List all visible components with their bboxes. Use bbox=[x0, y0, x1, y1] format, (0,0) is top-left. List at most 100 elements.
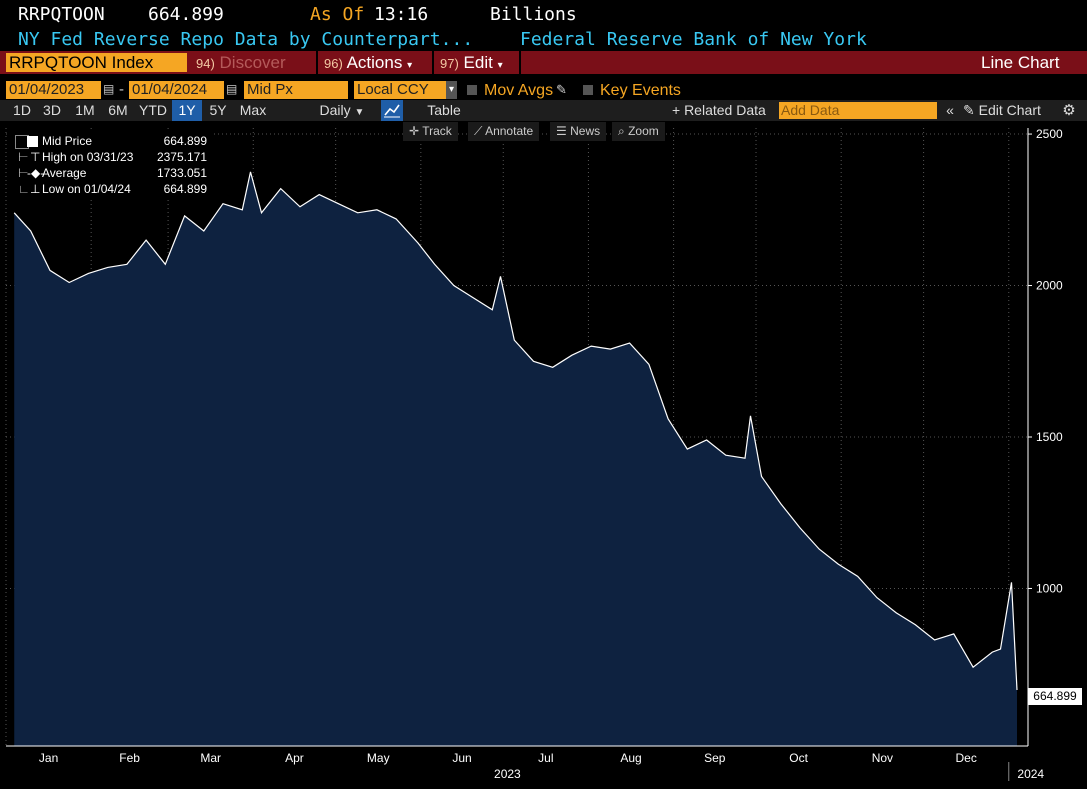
y-tick-label: 2500 bbox=[1036, 127, 1063, 141]
x-tick-label: Sep bbox=[704, 751, 726, 765]
crosshair-icon: ✛ bbox=[409, 124, 420, 138]
year-label: 2024 bbox=[1017, 767, 1044, 781]
periodicity-label: Daily bbox=[319, 102, 351, 118]
x-tick-label: Feb bbox=[119, 751, 140, 765]
range-button-max[interactable]: Max bbox=[239, 102, 267, 118]
annotate-button[interactable]: ⟋ Annotate bbox=[468, 122, 540, 141]
legend-high-row: ⊢ ⊤ High on 03/31/23 2375.171 bbox=[10, 149, 213, 165]
range-button-1d[interactable]: 1D bbox=[13, 102, 31, 118]
legend-high-label: High on 03/31/23 bbox=[42, 150, 134, 164]
field-selector[interactable]: Mid Px bbox=[244, 81, 348, 99]
x-tick-label: May bbox=[367, 751, 390, 765]
mov-avgs-label: Mov Avgs bbox=[484, 82, 554, 99]
x-tick-label: Mar bbox=[200, 751, 221, 765]
annotate-icon: ⟋ bbox=[474, 124, 483, 138]
range-button-5y[interactable]: 5Y bbox=[209, 102, 227, 118]
x-tick-label: Nov bbox=[872, 751, 893, 765]
table-button[interactable]: Table bbox=[427, 102, 461, 118]
zoom-button[interactable]: ⌕ Zoom bbox=[612, 122, 665, 141]
actions-button[interactable]: 96) Actions ▾ bbox=[324, 51, 412, 74]
periodicity-selector[interactable]: Daily ▼ bbox=[312, 100, 372, 121]
legend-avg-label: Average bbox=[42, 166, 87, 180]
x-tick-label: Dec bbox=[956, 751, 977, 765]
range-button-1m[interactable]: 1M bbox=[75, 102, 95, 118]
add-data-input[interactable]: Add Data bbox=[779, 102, 937, 119]
last-value-tag: 664.899 bbox=[1028, 688, 1082, 705]
legend-low-label: Low on 01/04/24 bbox=[42, 182, 131, 196]
currency-selector[interactable]: Local CCY bbox=[354, 81, 446, 99]
key-events-checkbox[interactable] bbox=[583, 85, 593, 95]
pencil-icon[interactable]: ✎ bbox=[556, 82, 567, 97]
legend-mid-row: Mid Price 664.899 bbox=[10, 133, 213, 149]
x-tick-label: Apr bbox=[285, 751, 304, 765]
discover-button[interactable]: 94) Discover bbox=[196, 51, 286, 74]
edit-button[interactable]: 97) Edit ▾ bbox=[440, 51, 503, 74]
edit-num: 97) bbox=[440, 56, 459, 71]
year-label: 2023 bbox=[494, 767, 521, 781]
branch-end-icon: ∟ bbox=[18, 182, 30, 196]
actions-label: Actions bbox=[346, 53, 403, 72]
discover-num: 94) bbox=[196, 56, 215, 71]
last-price: 664.899 bbox=[148, 4, 224, 25]
branch-icon: ⊢ bbox=[18, 166, 29, 180]
as-of-time: 13:16 bbox=[374, 4, 429, 25]
caret-down-icon: ▾ bbox=[497, 60, 503, 71]
branch-icon: ⊢ bbox=[18, 150, 29, 164]
chart-legend: Mid Price 664.899 ⊢ ⊤ High on 03/31/23 2… bbox=[10, 132, 213, 200]
news-button[interactable]: ☰ News bbox=[550, 122, 607, 141]
ticker-symbol: RRPQTOON bbox=[18, 4, 105, 25]
calendar-icon[interactable]: ▤ bbox=[103, 82, 115, 96]
pencil-icon: ✎ bbox=[963, 102, 975, 118]
series-line bbox=[13, 171, 1018, 691]
high-marker-icon: ⊤ bbox=[30, 150, 41, 164]
mov-avgs-checkbox[interactable] bbox=[467, 85, 477, 95]
actions-num: 96) bbox=[324, 56, 343, 71]
caret-down-icon: ▾ bbox=[407, 60, 413, 71]
edit-chart-button[interactable]: ✎ Edit Chart bbox=[963, 100, 1055, 121]
start-date-field[interactable]: 01/04/2023 bbox=[6, 81, 101, 99]
edit-label: Edit bbox=[463, 53, 493, 72]
edit-chart-label: Edit Chart bbox=[978, 102, 1041, 118]
menu-divider bbox=[519, 51, 521, 74]
x-tick-label: Jul bbox=[538, 751, 553, 765]
related-data-button[interactable]: + Related Data bbox=[672, 102, 766, 118]
security-input[interactable]: RRPQTOON Index bbox=[6, 53, 187, 72]
line-chart-icon[interactable] bbox=[381, 100, 403, 121]
legend-high-value: 2375.171 bbox=[156, 150, 207, 164]
news-label: News bbox=[570, 124, 601, 138]
track-button[interactable]: ✛ Track bbox=[403, 122, 458, 141]
view-selector[interactable]: Line Chart bbox=[981, 53, 1060, 72]
y-tick-label: 2000 bbox=[1036, 279, 1063, 293]
legend-color-icon bbox=[27, 136, 38, 147]
legend-avg-value: 1733.051 bbox=[156, 166, 207, 180]
x-tick-label: Jan bbox=[39, 751, 58, 765]
legend-avg-row: ⊢ -◆- Average 1733.051 bbox=[10, 165, 213, 181]
date-dash: - bbox=[119, 81, 124, 98]
track-label: Track bbox=[422, 124, 452, 138]
zoom-label: Zoom bbox=[628, 124, 659, 138]
x-tick-label: Aug bbox=[620, 751, 641, 765]
security-description: NY Fed Reverse Repo Data by Counterpart.… bbox=[18, 29, 474, 50]
gear-icon[interactable]: ⚙ bbox=[1062, 102, 1076, 119]
range-button-6m[interactable]: 6M bbox=[108, 102, 128, 118]
legend-mid-label: Mid Price bbox=[42, 134, 93, 148]
range-button-3d[interactable]: 3D bbox=[43, 102, 61, 118]
legend-mid-value: 664.899 bbox=[163, 134, 207, 148]
menu-bar bbox=[0, 51, 1087, 74]
end-date-field[interactable]: 01/04/2024 bbox=[129, 81, 224, 99]
currency-dropdown-icon[interactable]: ▾ bbox=[446, 81, 457, 99]
key-events-label: Key Events bbox=[600, 82, 681, 99]
legend-low-value: 664.899 bbox=[163, 182, 207, 196]
menu-divider bbox=[316, 51, 318, 74]
annotate-label: Annotate bbox=[485, 124, 534, 138]
data-source: Federal Reserve Bank of New York bbox=[520, 29, 867, 50]
news-icon: ☰ bbox=[556, 124, 567, 138]
x-tick-label: Jun bbox=[452, 751, 471, 765]
collapse-icon[interactable]: « bbox=[946, 102, 954, 118]
low-marker-icon: ⊥ bbox=[30, 182, 41, 196]
range-button-1y[interactable]: 1Y bbox=[172, 100, 202, 121]
range-button-ytd[interactable]: YTD bbox=[139, 102, 167, 118]
calendar-icon[interactable]: ▤ bbox=[226, 82, 238, 96]
menu-divider bbox=[432, 51, 434, 74]
